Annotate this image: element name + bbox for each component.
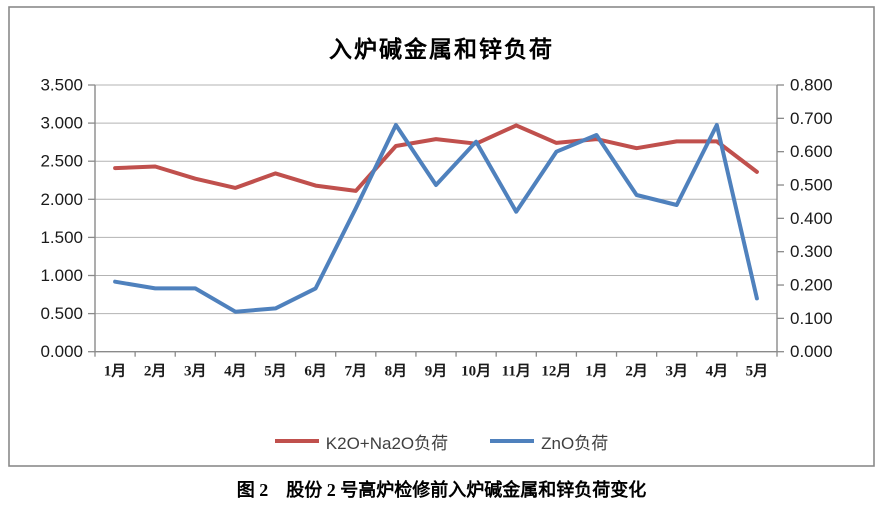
- chart-title: 入炉碱金属和锌负荷: [329, 37, 554, 62]
- y-axis-right-tick-label: 0.500: [790, 176, 833, 195]
- legend-label-zno: ZnO负荷: [541, 433, 609, 453]
- x-axis-tick-label: 3月: [665, 363, 688, 380]
- chart-frame: 3.500 3.000 2.500 2.000 1.500 1.000 0.500 0.000…: [8, 6, 875, 467]
- x-axis-tick-label: 3月: [184, 363, 207, 380]
- x-axis-tick-label: 4月: [706, 363, 729, 380]
- x-axis-tick-label: 1月: [104, 363, 127, 380]
- y-axis-left-tick-label: 3.500: [40, 76, 83, 95]
- series-line-zno: [113, 123, 759, 314]
- x-axis-tick-label: 8月: [385, 363, 408, 380]
- y-axis-right-tick-label: 0.100: [790, 309, 833, 328]
- x-axis-tick-label: 11月: [502, 363, 531, 380]
- legend-line-sample-red: [274, 439, 319, 443]
- x-axis-tick-label: 9月: [425, 363, 448, 380]
- y-axis-right-tick-label: 0.600: [790, 142, 833, 161]
- legend-item-zno: ZnO负荷: [490, 429, 608, 454]
- x-axis-tick-label: 1月: [585, 363, 608, 380]
- x-axis-tick-label: 5月: [746, 363, 769, 380]
- y-axis-right-tick-label: 0.700: [790, 109, 833, 128]
- x-axis-tick-label: 4月: [224, 363, 247, 380]
- plot-area: 3.500 3.000 2.500 2.000 1.500 1.000 0.500 0.000…: [8, 6, 875, 467]
- y-axis-right-tick-label: 0.400: [790, 209, 833, 228]
- x-axis-tick-label: 6月: [304, 363, 327, 380]
- y-axis-right-tick-label: 0.000: [790, 342, 833, 361]
- x-axis-tick-label: 7月: [345, 363, 368, 380]
- y-axis-left-tick-label: 0.000: [40, 342, 83, 361]
- x-axis-tick-label: 2月: [144, 363, 167, 380]
- x-axis-tick-label: 2月: [625, 363, 648, 380]
- legend: K2O+Na2O负荷 ZnO负荷: [8, 427, 875, 455]
- x-axis-tick-label: 12月: [541, 363, 571, 380]
- y-axis-left-tick-label: 2.500: [40, 152, 83, 171]
- x-axis-tick-label: 5月: [264, 363, 287, 380]
- y-axis-right-tick-label: 0.800: [790, 76, 833, 95]
- y-axis-left-tick-label: 3.000: [40, 114, 83, 133]
- y-axis-left-tick-label: 2.000: [40, 190, 83, 209]
- chart-border: [8, 6, 875, 467]
- y-axis-left-tick-label: 0.500: [40, 304, 83, 323]
- figure-caption: 图 2 股份 2 号高炉检修前入炉碱金属和锌负荷变化: [236, 480, 647, 500]
- y-axis-left-tick-label: 1.500: [40, 228, 83, 247]
- y-axis-right-tick-label: 0.300: [790, 242, 833, 261]
- series-line-k2o-na2o: [113, 123, 759, 193]
- y-axis-left-tick-label: 1.000: [40, 266, 83, 285]
- x-axis-tick-label: 10月: [461, 363, 491, 380]
- legend-item-k2o-na2o: K2O+Na2O负荷: [274, 429, 449, 454]
- legend-label-k2o-na2o: K2O+Na2O负荷: [325, 433, 449, 453]
- legend-line-sample-blue: [490, 439, 535, 443]
- y-axis-right-tick-label: 0.200: [790, 276, 833, 295]
